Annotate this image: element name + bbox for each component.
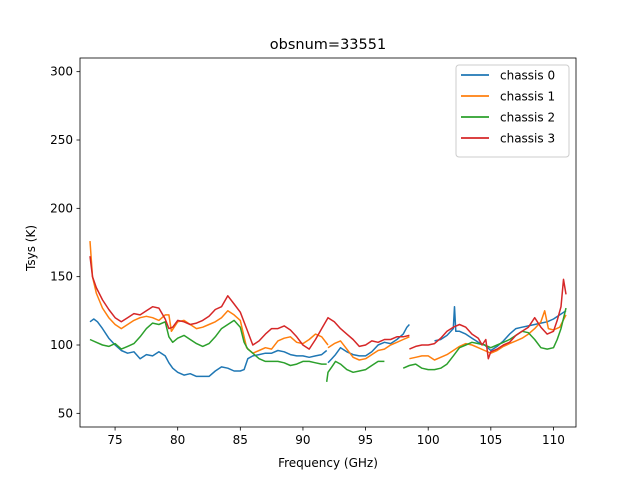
series-line-chassis-2-segment-2 [402,307,567,371]
series-line-chassis-2-segment-0 [89,319,327,367]
series-line-chassis-2-segment-1 [325,360,385,383]
series-line-chassis-1-segment-1 [327,336,410,361]
series-chassis-3 [89,256,567,360]
series-line-chassis-3-segment-0 [89,256,410,350]
series-line-chassis-0-segment-2 [434,305,567,352]
series-line-chassis-1-segment-0 [89,241,329,354]
x-tick-label: 90 [295,433,310,447]
series-chassis-2 [89,307,567,383]
x-tick-label: 100 [417,433,440,447]
y-tick-label: 200 [50,201,73,215]
x-axis-label: Frequency (GHz) [278,456,378,470]
x-tick-label: 80 [170,433,185,447]
legend-label-chassis-2: chassis 2 [500,111,555,125]
legend-label-chassis-3: chassis 3 [500,132,555,146]
y-tick-label: 250 [50,133,73,147]
x-tick-label: 95 [358,433,373,447]
axes: 75 80 85 90 95 100 105 110 50 100 150 200 250 300 [50,57,577,447]
plot-area [89,241,567,383]
series-line-chassis-0-segment-0 [89,318,328,378]
series-line-chassis-3-segment-1 [409,278,567,360]
legend-label-chassis-1: chassis 1 [500,90,555,104]
x-tick-label: 110 [542,433,565,447]
y-tick-label: 50 [58,406,73,420]
chart-title: obsnum=33551 [270,37,386,53]
y-axis-label: Tsys (K) [24,225,38,272]
legend-box [455,64,570,158]
legend: chassis 0 chassis 1 chassis 2 chassis 3 [455,64,570,158]
y-tick-label: 300 [50,65,73,79]
y-tick-label: 150 [50,270,73,284]
x-tick-label: 75 [107,433,122,447]
x-tick-label: 105 [479,433,502,447]
x-tick-label: 85 [233,433,248,447]
y-tick-label: 100 [50,338,73,352]
legend-label-chassis-0: chassis 0 [500,69,555,83]
plot-frame [79,57,577,428]
